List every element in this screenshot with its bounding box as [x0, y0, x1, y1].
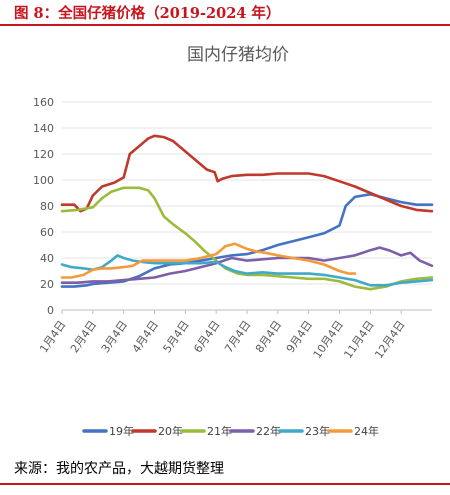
x-tick-label: 2月4日	[68, 318, 99, 355]
x-tick-label: 1月4日	[37, 318, 68, 355]
legend-label: 21年	[207, 424, 232, 438]
x-tick-label: 9月4日	[284, 318, 315, 355]
y-axis: 0 20 40 60 80 100 120 140 160	[33, 96, 54, 317]
chart-title: 国内仔猪均价	[187, 45, 289, 65]
series-line-4	[60, 246, 434, 284]
series-line-5	[60, 254, 434, 287]
x-tick-label: 10月4日	[311, 318, 346, 361]
series-lines	[60, 134, 434, 291]
x-tick-label: 6月4日	[191, 318, 222, 355]
y-tick-label: 160	[33, 96, 54, 109]
legend: 19年 20年 21年 22年 23年 24年	[82, 424, 379, 438]
y-tick-label: 80	[40, 200, 54, 213]
legend-label: 20年	[158, 424, 183, 438]
y-tick-label: 0	[47, 304, 54, 317]
y-tick-label: 140	[33, 122, 54, 135]
x-tick-label: 8月4日	[253, 318, 284, 355]
x-tick-label: 11月4日	[341, 318, 376, 361]
figure-caption: 图 8：全国仔猪价格（2019-2024 年）	[14, 5, 281, 22]
x-tick-label: 3月4日	[99, 318, 130, 355]
legend-label: 22年	[256, 424, 281, 438]
y-tick-label: 20	[40, 278, 54, 291]
y-tick-label: 120	[33, 148, 54, 161]
x-axis: 1月4日 2月4日 3月4日 4月4日 5月4日 6月4日 7月4日 8月4日 9月4日10月4…	[37, 309, 432, 361]
legend-label: 19年	[109, 424, 134, 438]
x-tick-label: 5月4日	[160, 318, 191, 355]
series-line-2	[60, 134, 434, 213]
caption-rule	[0, 24, 450, 26]
legend-label: 24年	[354, 424, 379, 438]
x-tick-label: 7月4日	[222, 318, 253, 355]
legend-label: 23年	[305, 424, 330, 438]
line-chart: 国内仔猪均价 0 20 40 60 80 100 120 140 160 1月4日 2月4日 3月4…	[33, 45, 434, 438]
y-tick-label: 60	[40, 226, 54, 239]
series-line-6	[60, 242, 357, 279]
x-tick-label: 4月4日	[130, 318, 161, 355]
source-note: 来源：我的农产品，大越期货整理	[14, 461, 224, 477]
x-tick-label: 12月4日	[372, 318, 407, 361]
footer-rule	[0, 483, 450, 485]
y-tick-label: 100	[33, 174, 54, 187]
y-tick-label: 40	[40, 252, 54, 265]
